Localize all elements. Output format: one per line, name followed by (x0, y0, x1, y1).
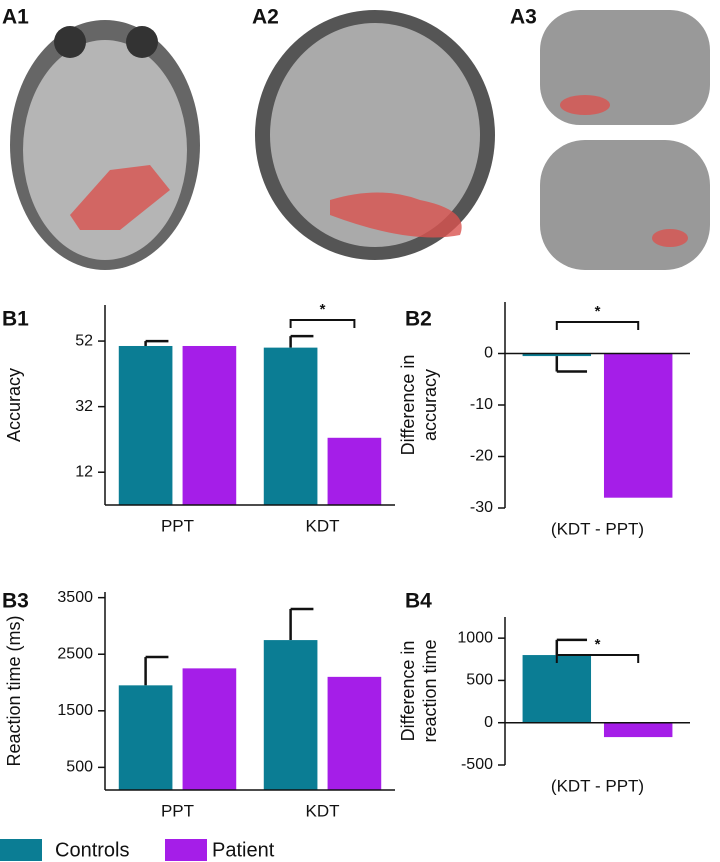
y-axis-label-line: reaction time (420, 639, 440, 742)
y-tick-label: 52 (75, 332, 93, 349)
bar (522, 353, 592, 357)
bar (327, 676, 382, 790)
panel-label: B1 (2, 308, 29, 331)
legend-swatch (165, 839, 207, 861)
significance-star: * (320, 301, 326, 318)
y-axis-label-line: Difference in (398, 641, 418, 742)
x-tick-label: (KDT - PPT) (551, 776, 644, 795)
y-axis-label: Reaction time (ms) (4, 615, 24, 766)
y-axis-label-line: Difference in (398, 355, 418, 456)
significance-bracket (289, 319, 356, 328)
panel-label: B3 (2, 590, 29, 613)
significance-star: * (595, 303, 601, 320)
y-axis-label-line: accuracy (420, 369, 440, 441)
y-tick-label: 32 (75, 398, 93, 415)
y-tick-label: 500 (66, 759, 93, 776)
y-axis-label-line: Accuracy (4, 368, 24, 442)
y-axis-label-line: Reaction time (ms) (4, 615, 24, 766)
x-tick-label: PPT (161, 516, 194, 535)
panel-label: A3 (510, 6, 537, 29)
y-tick-label: 1500 (57, 702, 93, 719)
bar (603, 722, 673, 738)
significance-bracket (555, 321, 640, 330)
y-axis-label: Difference in accuracy (398, 355, 440, 456)
y-axis-label: Accuracy (4, 368, 24, 442)
y-tick-label: 500 (466, 672, 493, 689)
x-tick-label: (KDT - PPT) (551, 519, 644, 538)
y-tick-label: 12 (75, 463, 93, 480)
lesion (560, 95, 610, 115)
x-tick-label: PPT (161, 801, 194, 820)
y-tick-label: 3500 (57, 589, 93, 606)
y-axis-label: Difference in reaction time (398, 639, 440, 742)
y-tick-label: -30 (470, 499, 493, 516)
legend-label: Patient (212, 839, 275, 861)
legend-label: Controls (55, 839, 129, 861)
bar (603, 353, 673, 498)
lesion (652, 229, 688, 247)
eye (126, 26, 158, 58)
significance-star: * (595, 636, 601, 653)
bar (327, 437, 382, 505)
eye (54, 26, 86, 58)
y-tick-label: -10 (470, 396, 493, 413)
y-tick-label: 0 (484, 345, 493, 362)
mri-coronal-inner (270, 23, 480, 247)
panel-label: B4 (405, 590, 432, 613)
legend-swatch (0, 839, 42, 861)
x-tick-label: KDT (306, 801, 340, 820)
mri-sagittal (540, 140, 710, 270)
y-tick-label: 2500 (57, 645, 93, 662)
panel-label: A2 (252, 6, 279, 29)
y-tick-label: -20 (470, 448, 493, 465)
brain-images (10, 10, 710, 270)
significance-bracket (555, 654, 640, 663)
bar (263, 347, 318, 505)
panel-label: A1 (2, 6, 29, 29)
panel-label: B2 (405, 308, 432, 331)
bar (522, 655, 592, 723)
bar (263, 640, 318, 790)
y-tick-label: 0 (484, 714, 493, 731)
bar (118, 345, 173, 505)
bar (182, 345, 237, 505)
y-tick-label: 1000 (457, 629, 493, 646)
y-tick-label: -500 (461, 756, 493, 773)
lesion (70, 165, 170, 230)
bar (182, 668, 237, 790)
lesion (330, 192, 462, 238)
bar (118, 685, 173, 790)
x-tick-label: KDT (306, 516, 340, 535)
